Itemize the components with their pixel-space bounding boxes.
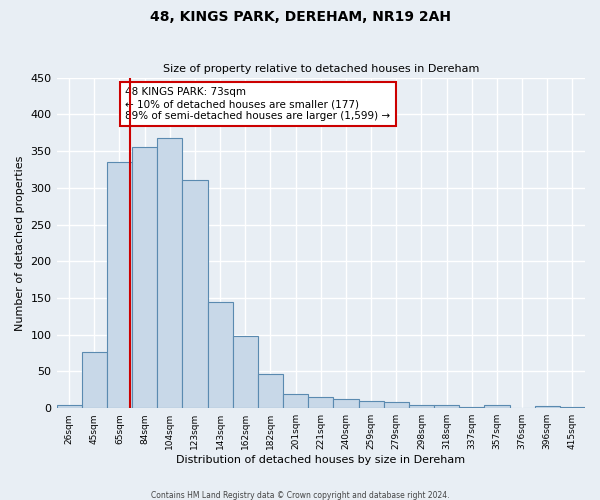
Bar <box>434 406 459 408</box>
X-axis label: Distribution of detached houses by size in Dereham: Distribution of detached houses by size … <box>176 455 466 465</box>
Bar <box>308 397 334 408</box>
Bar <box>459 406 484 408</box>
Bar <box>107 162 132 408</box>
Bar <box>182 180 208 408</box>
Bar <box>56 404 82 408</box>
Text: Contains HM Land Registry data © Crown copyright and database right 2024.: Contains HM Land Registry data © Crown c… <box>151 490 449 500</box>
Bar <box>334 400 359 408</box>
Y-axis label: Number of detached properties: Number of detached properties <box>15 155 25 330</box>
Bar <box>283 394 308 408</box>
Bar <box>535 406 560 408</box>
Bar <box>258 374 283 408</box>
Bar <box>484 406 509 408</box>
Bar <box>383 402 409 408</box>
Bar <box>560 406 585 408</box>
Bar <box>359 401 383 408</box>
Bar <box>132 148 157 408</box>
Bar <box>157 138 182 408</box>
Bar <box>409 406 434 408</box>
Bar <box>208 302 233 408</box>
Text: 48, KINGS PARK, DEREHAM, NR19 2AH: 48, KINGS PARK, DEREHAM, NR19 2AH <box>149 10 451 24</box>
Bar <box>233 336 258 408</box>
Text: 48 KINGS PARK: 73sqm
← 10% of detached houses are smaller (177)
89% of semi-deta: 48 KINGS PARK: 73sqm ← 10% of detached h… <box>125 88 391 120</box>
Bar <box>82 352 107 408</box>
Title: Size of property relative to detached houses in Dereham: Size of property relative to detached ho… <box>163 64 479 74</box>
